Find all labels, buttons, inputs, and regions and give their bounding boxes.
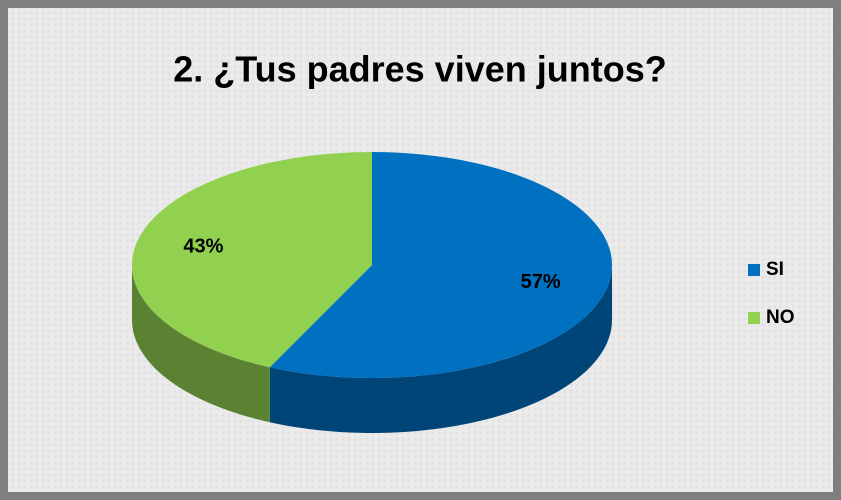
slice	[269, 152, 612, 378]
chart-title: 2. ¿Tus padres viven juntos?	[173, 49, 666, 90]
legend-label: SI	[766, 259, 784, 280]
legend-swatch	[748, 312, 760, 324]
data-label: 43%	[183, 236, 223, 258]
slice-side	[132, 265, 270, 423]
slice	[132, 152, 372, 368]
data-label: 57%	[521, 271, 561, 293]
legend-swatch	[748, 264, 760, 276]
legend-label: NO	[766, 307, 795, 328]
slice-side	[269, 265, 612, 433]
